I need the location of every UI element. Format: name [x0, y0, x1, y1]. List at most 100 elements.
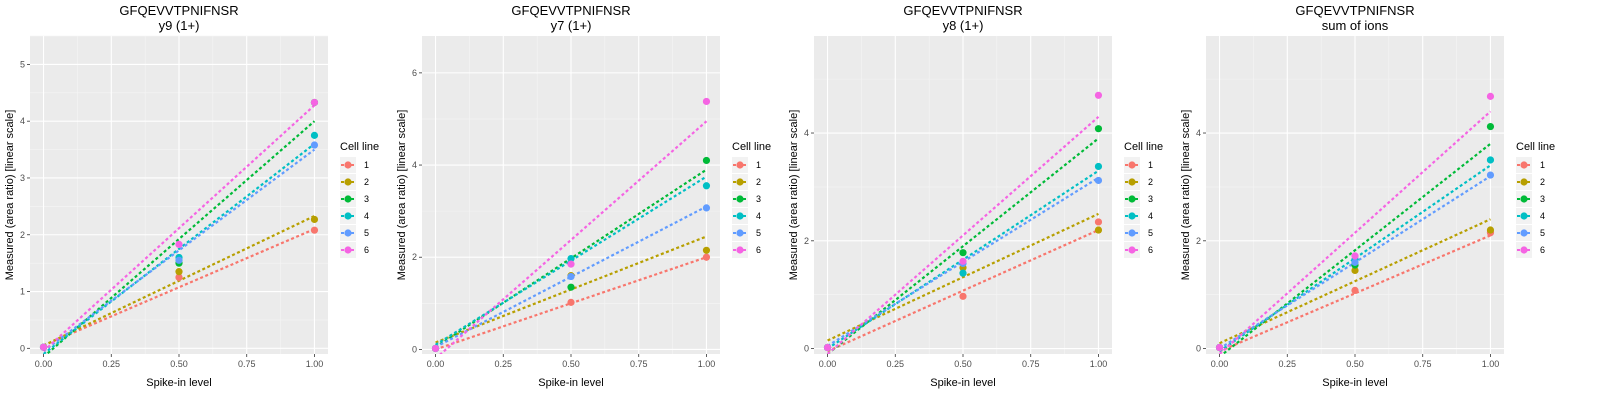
chart-subtitle: sum of ions [1322, 18, 1389, 33]
legend-label: 5 [756, 228, 761, 238]
chart-title: GFQEVVTPNIFNSR [903, 3, 1022, 18]
chart-panel-sum: GFQEVVTPNIFNSR sum of ions 0.00 0.25 0.50 0.7… [1176, 0, 1576, 400]
data-point-2 [1486, 226, 1495, 234]
fit-line-6 [42, 104, 316, 352]
legend-key-point [1128, 161, 1136, 169]
y-tick-label: 0 [804, 344, 809, 354]
legend-key-point [736, 161, 744, 169]
data-point-1 [310, 226, 319, 234]
legend-key-point [1520, 229, 1528, 237]
data-point-6 [431, 344, 440, 353]
chart-panel-y8: GFQEVVTPNIFNSR y8 (1+) 0.00 0.25 0.50 0.75 1.0… [784, 0, 1184, 400]
legend-title: Cell line [1516, 141, 1555, 153]
x-tick-label: 0.50 [954, 359, 972, 369]
legend-key-point [736, 195, 744, 203]
data-point-3 [1486, 122, 1495, 131]
legend-label: 3 [364, 194, 369, 204]
data-point-6 [567, 260, 575, 268]
y-tick-label: 2 [804, 236, 809, 246]
x-axis-label: Spike-in level [1322, 377, 1387, 389]
data-point-4 [1094, 162, 1103, 171]
data-point-3 [567, 283, 575, 291]
x-tick-label: 0.00 [819, 359, 837, 369]
y-axis-label: Measured (area ratio) [linear scale] [1180, 110, 1192, 281]
chart-subtitle: y8 (1+) [943, 18, 984, 33]
legend-key-point [344, 229, 352, 237]
legend-label: 4 [1540, 211, 1545, 221]
legend-key-point [1520, 246, 1528, 254]
data-point-2 [702, 246, 711, 254]
legend-key-point [1520, 161, 1528, 169]
y-tick-label: 1 [20, 287, 25, 297]
x-tick-label: 1.00 [1090, 359, 1108, 369]
y-tick-label: 0 [412, 344, 417, 354]
fit-line-3 [826, 137, 1100, 354]
legend-label: 2 [756, 177, 761, 187]
fit-line-6 [1218, 110, 1492, 354]
legend-label: 3 [756, 194, 761, 204]
data-point-5 [1351, 258, 1359, 266]
legend-label: 6 [1148, 245, 1153, 255]
legend-key-point [1520, 212, 1528, 220]
data-point-6 [823, 343, 832, 352]
legend-label: 6 [1540, 245, 1545, 255]
legend-title: Cell line [1124, 141, 1163, 153]
legend-key-point [344, 178, 352, 186]
data-point-3 [1094, 125, 1103, 133]
y-tick-label: 4 [20, 116, 25, 126]
legend-key-point [1128, 178, 1136, 186]
legend-key-point [736, 246, 744, 254]
x-tick-label: 0.00 [35, 359, 53, 369]
data-point-6 [1215, 343, 1224, 352]
data-point-2 [1351, 266, 1359, 275]
legend-key-point [344, 212, 352, 220]
data-point-6 [959, 257, 967, 265]
fit-line-5 [826, 176, 1100, 347]
data-point-5 [1486, 171, 1495, 179]
legend-title: Cell line [340, 141, 379, 153]
data-point-6 [1094, 91, 1103, 99]
x-axis-label: Spike-in level [538, 377, 603, 389]
y-axis-label: Measured (area ratio) [linear scale] [396, 110, 408, 281]
y-tick-label: 3 [20, 173, 25, 183]
x-tick-label: 0.75 [630, 359, 648, 369]
legend-label: 6 [364, 245, 369, 255]
legend-label: 1 [1540, 160, 1545, 170]
legend-key-point [1128, 229, 1136, 237]
legend-label: 5 [1540, 228, 1545, 238]
data-point-2 [1094, 226, 1103, 234]
y-tick-label: 0 [20, 343, 25, 353]
data-point-4 [959, 269, 967, 277]
x-tick-label: 1.00 [306, 359, 324, 369]
y-tick-label: 6 [412, 68, 417, 78]
data-point-2 [175, 268, 183, 276]
data-point-1 [959, 292, 967, 300]
data-point-2 [310, 215, 319, 224]
legend-label: 2 [1148, 177, 1153, 187]
legend-label: 1 [1148, 160, 1153, 170]
data-point-6 [1351, 252, 1359, 260]
data-point-4 [702, 182, 711, 190]
chart-panel-y9: GFQEVVTPNIFNSR y9 (1+) 0.00 0.25 0.50 0.75 1.0… [0, 0, 400, 400]
data-point-6 [1486, 92, 1495, 100]
legend-label: 6 [756, 245, 761, 255]
y-tick-label: 4 [804, 128, 809, 138]
data-point-5 [175, 256, 183, 264]
legend-key-point [1520, 178, 1528, 186]
legend-label: 4 [1148, 211, 1153, 221]
legend-label: 3 [1148, 194, 1153, 204]
data-point-4 [567, 255, 575, 263]
chart-title: GFQEVVTPNIFNSR [511, 3, 630, 18]
chart-title: GFQEVVTPNIFNSR [119, 3, 238, 18]
fit-line-5 [435, 205, 707, 349]
legend-key-point [736, 212, 744, 220]
data-point-3 [959, 249, 967, 257]
legend-key-point [344, 195, 352, 203]
y-axis-label: Measured (area ratio) [linear scale] [788, 110, 800, 281]
legend-key-point [736, 229, 744, 237]
